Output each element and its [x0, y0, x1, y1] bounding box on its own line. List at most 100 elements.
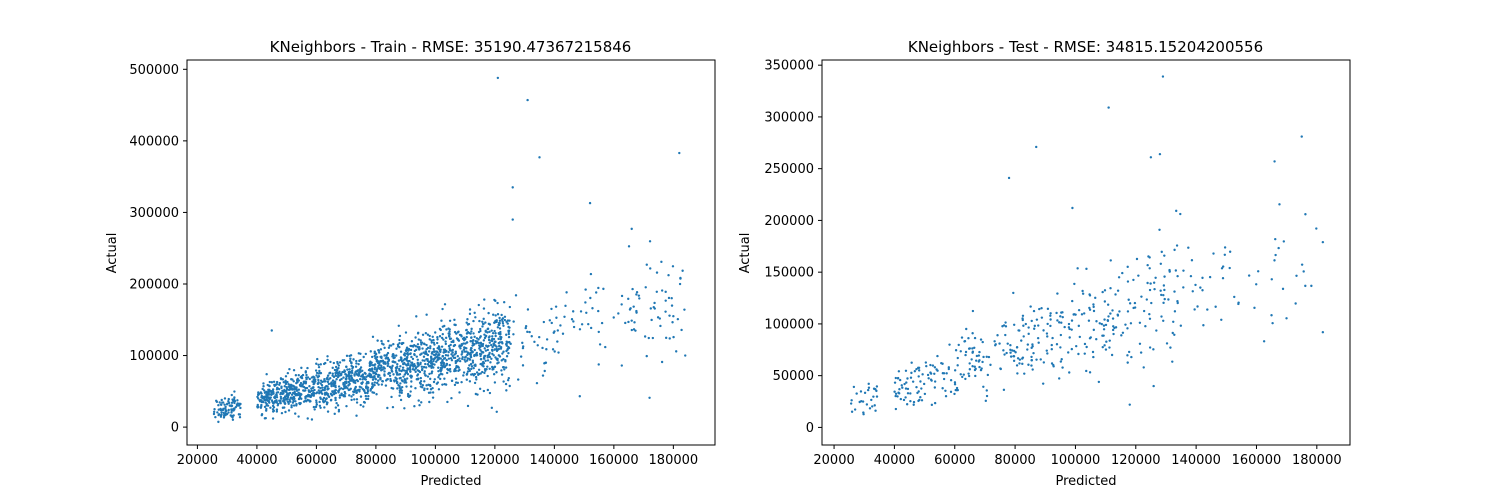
train-data-point	[366, 386, 370, 389]
test-data-point	[1133, 306, 1137, 309]
train-data-point	[637, 294, 641, 297]
train-data-point	[664, 336, 668, 340]
test-data-point	[936, 354, 939, 358]
train-data-point	[359, 403, 362, 407]
train-data-point	[457, 330, 460, 333]
train-data-point	[508, 340, 511, 344]
train-data-point	[275, 388, 279, 391]
train-data-point	[421, 386, 424, 389]
test-data-point	[1300, 135, 1303, 138]
train-data-point	[475, 351, 479, 355]
test-data-point	[1128, 302, 1132, 305]
test-data-point	[982, 355, 985, 359]
train-data-point	[363, 401, 366, 404]
train-data-point	[471, 350, 474, 354]
test-x-tick-label: 80000	[994, 453, 1035, 468]
train-data-point	[265, 372, 268, 376]
test-data-point	[896, 376, 900, 380]
train-data-point	[600, 321, 604, 325]
train-data-point	[275, 400, 278, 403]
train-data-point	[357, 371, 361, 375]
test-data-point	[1304, 284, 1307, 288]
train-data-point	[277, 387, 281, 391]
train-y-tick-label: 500000	[129, 63, 179, 78]
test-data-point	[1016, 357, 1020, 360]
train-data-point	[406, 359, 410, 363]
train-data-point	[310, 418, 314, 421]
test-data-point	[1027, 332, 1030, 336]
train-data-point	[488, 330, 491, 334]
test-data-point	[859, 390, 863, 393]
train-data-point	[366, 380, 370, 384]
train-data-point	[371, 382, 374, 385]
train-data-point	[597, 363, 600, 366]
train-data-point	[429, 360, 432, 363]
test-x-tick-label: 40000	[874, 453, 915, 468]
train-data-point	[635, 311, 638, 314]
test-data-point	[1103, 300, 1107, 303]
train-data-point	[348, 359, 352, 363]
test-axes-frame	[821, 59, 1351, 446]
train-data-point	[295, 386, 298, 390]
test-data-point	[871, 405, 874, 408]
train-data-point	[272, 406, 276, 409]
train-data-point	[378, 361, 381, 365]
test-x-tick-label: 160000	[1232, 453, 1282, 468]
train-data-point	[411, 357, 415, 361]
train-data-point	[234, 405, 237, 409]
test-data-point	[968, 347, 972, 350]
train-data-point	[321, 388, 325, 392]
test-data-point	[1127, 298, 1130, 301]
test-data-point	[1092, 309, 1096, 313]
test-data-point	[955, 386, 959, 390]
train-data-point	[505, 349, 508, 353]
test-data-point	[977, 354, 981, 357]
train-data-point	[409, 368, 412, 371]
test-data-point	[929, 378, 933, 381]
train-data-point	[350, 361, 353, 365]
train-data-point	[270, 392, 274, 396]
test-data-point	[1068, 371, 1071, 374]
train-data-point	[403, 373, 407, 376]
train-data-point	[230, 401, 234, 404]
train-data-point	[414, 387, 417, 390]
train-data-point	[362, 355, 365, 359]
train-data-point	[407, 395, 411, 399]
train-data-point	[297, 373, 300, 377]
train-data-point	[477, 341, 481, 345]
train-data-point	[222, 414, 226, 417]
test-data-point	[1100, 322, 1103, 326]
test-data-point	[1126, 265, 1129, 269]
train-data-point	[432, 350, 435, 353]
train-data-point	[270, 399, 274, 402]
train-data-point	[439, 372, 443, 375]
train-data-point	[311, 393, 315, 396]
test-data-point	[1277, 246, 1280, 250]
train-data-point	[335, 401, 338, 405]
train-data-point	[447, 357, 451, 360]
test-data-point	[903, 382, 906, 386]
train-data-point	[478, 336, 482, 339]
test-data-point	[1321, 330, 1325, 334]
train-data-point	[348, 394, 351, 397]
train-data-point	[648, 240, 652, 243]
test-data-point	[1108, 339, 1111, 342]
train-data-point	[326, 392, 329, 396]
test-data-point	[922, 382, 926, 386]
train-data-point	[424, 362, 427, 366]
test-data-point	[942, 377, 946, 381]
test-data-point	[1159, 262, 1163, 265]
test-x-tick-label: 120000	[1111, 453, 1161, 468]
test-data-point	[971, 351, 974, 354]
train-data-point	[239, 402, 242, 406]
train-data-point	[331, 372, 334, 375]
train-data-point	[359, 367, 362, 371]
train-data-point	[428, 400, 431, 404]
test-data-point	[905, 381, 908, 384]
train-data-point	[473, 354, 476, 358]
test-data-point	[944, 389, 947, 392]
train-data-point	[350, 398, 353, 402]
train-data-point	[347, 380, 351, 384]
test-data-point	[1270, 278, 1273, 281]
test-data-point	[1162, 301, 1165, 305]
